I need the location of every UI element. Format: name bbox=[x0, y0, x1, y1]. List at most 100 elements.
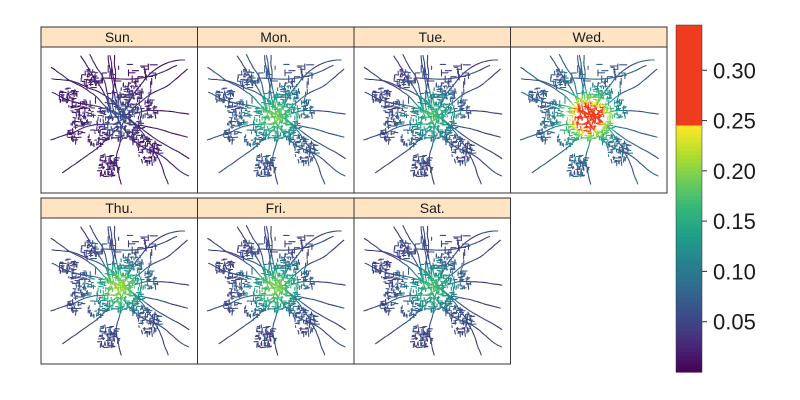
street-segment bbox=[320, 157, 325, 161]
street-segment bbox=[232, 128, 237, 132]
street-segment bbox=[107, 97, 110, 103]
street-segment bbox=[618, 92, 624, 96]
street-segment bbox=[282, 123, 288, 125]
panel-mon: Mon. bbox=[197, 26, 355, 194]
street-segment bbox=[268, 80, 271, 85]
street-segment bbox=[270, 65, 273, 71]
street-segment bbox=[298, 78, 302, 84]
street-segment bbox=[313, 153, 319, 157]
street-segment bbox=[650, 71, 655, 75]
street-segment bbox=[337, 171, 343, 175]
street-segment bbox=[274, 172, 277, 178]
street-segment bbox=[633, 173, 636, 178]
street-segment bbox=[454, 128, 459, 132]
street-segment bbox=[236, 157, 241, 161]
street-segment bbox=[329, 64, 334, 68]
street-segment bbox=[86, 153, 91, 157]
street-segment bbox=[293, 77, 299, 80]
street-segment bbox=[321, 176, 325, 182]
street-segment bbox=[160, 162, 163, 168]
street-segment bbox=[120, 126, 123, 131]
street-segment bbox=[530, 134, 536, 137]
street-segment bbox=[112, 87, 115, 93]
street-segment bbox=[159, 87, 165, 91]
street-segment bbox=[641, 78, 646, 83]
street-segment bbox=[586, 165, 588, 171]
street-segment bbox=[630, 154, 635, 159]
street-segment bbox=[628, 141, 634, 145]
street-segment bbox=[587, 172, 590, 178]
street-segment bbox=[313, 128, 319, 131]
street-segment bbox=[141, 128, 146, 132]
street-segment bbox=[275, 140, 278, 146]
street-segment bbox=[261, 83, 264, 88]
street-segment bbox=[145, 125, 151, 128]
street-segment bbox=[625, 88, 631, 92]
street-segment bbox=[482, 146, 487, 150]
street-segment bbox=[391, 82, 396, 86]
street-segment bbox=[303, 132, 308, 137]
street-segment bbox=[542, 81, 547, 85]
street-segment bbox=[420, 97, 423, 103]
street-segment bbox=[98, 98, 102, 103]
street-segment bbox=[476, 157, 481, 161]
street-segment bbox=[497, 173, 503, 177]
street-segment bbox=[478, 144, 484, 148]
street-network bbox=[206, 54, 346, 185]
street-segment bbox=[153, 127, 159, 130]
street-segment bbox=[466, 127, 472, 130]
street-segment bbox=[315, 71, 321, 74]
street-segment bbox=[117, 144, 121, 149]
street-segment bbox=[567, 70, 572, 75]
street-segment bbox=[169, 80, 174, 85]
street-segment bbox=[219, 75, 224, 80]
street-segment bbox=[560, 57, 564, 62]
street-segment bbox=[126, 123, 132, 125]
street-segment bbox=[276, 126, 279, 131]
street-segment bbox=[51, 78, 57, 80]
street-segment bbox=[485, 148, 490, 152]
street-segment bbox=[142, 78, 146, 84]
street-segment bbox=[387, 161, 392, 165]
street-segment bbox=[245, 87, 250, 91]
street-segment bbox=[211, 93, 216, 97]
street-segment bbox=[523, 136, 529, 140]
street-segment bbox=[277, 126, 282, 131]
street-segment bbox=[245, 91, 251, 95]
street-segment bbox=[289, 90, 293, 95]
street-segment bbox=[652, 135, 658, 138]
street-segment bbox=[114, 65, 116, 71]
street-segment bbox=[155, 66, 160, 70]
street-segment bbox=[468, 66, 473, 70]
street-segment bbox=[653, 173, 659, 177]
street-segment bbox=[271, 87, 274, 92]
street-segment bbox=[473, 154, 478, 159]
street-segment bbox=[363, 138, 369, 141]
street-segment bbox=[454, 125, 460, 127]
street-segment bbox=[109, 55, 112, 60]
street-segment bbox=[301, 125, 307, 128]
street-segment bbox=[105, 86, 108, 92]
street-segment bbox=[185, 155, 190, 160]
street-segment bbox=[118, 176, 121, 182]
street-segment bbox=[421, 65, 424, 71]
street-segment bbox=[89, 54, 93, 59]
street-segment bbox=[472, 87, 478, 91]
street-segment bbox=[633, 157, 638, 161]
street-segment bbox=[166, 68, 171, 71]
street-segment bbox=[625, 139, 631, 143]
street-segment bbox=[473, 129, 479, 132]
street-segment bbox=[479, 159, 484, 164]
street-segment bbox=[319, 85, 324, 89]
street-segment bbox=[119, 180, 122, 185]
street-segment bbox=[433, 126, 436, 131]
street-segment bbox=[273, 165, 275, 171]
street-segment bbox=[405, 148, 410, 153]
street-segment bbox=[317, 154, 322, 159]
street-segment bbox=[422, 69, 425, 75]
street-segment bbox=[305, 126, 311, 129]
street-segment bbox=[243, 125, 248, 127]
street-segment bbox=[631, 166, 634, 171]
street-segment bbox=[635, 179, 639, 185]
street-segment bbox=[488, 167, 493, 171]
